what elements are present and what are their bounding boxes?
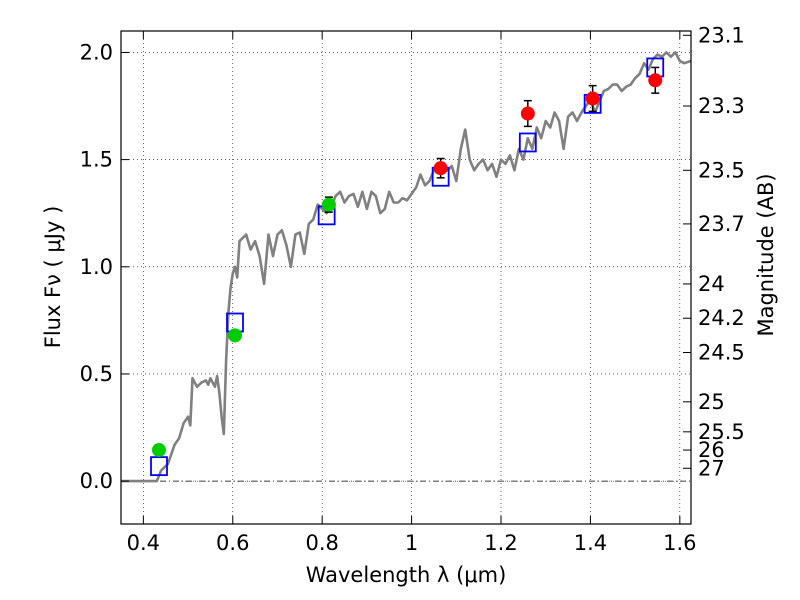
grid xyxy=(121,31,691,524)
y-tick-label: 1.0 xyxy=(80,255,113,279)
magnitude-tick-label: 24 xyxy=(698,272,725,296)
x-tick-label: 0.8 xyxy=(305,531,338,555)
y-tick-label: 2.0 xyxy=(80,40,113,64)
plot-area xyxy=(121,51,692,483)
axes-ticks: 0.4 0.6 0.8 1 1.2 1.4 1.6 0.0 0.5 1.0 1.5 2.0 23.1 23… xyxy=(80,23,745,555)
observed-point xyxy=(321,197,336,212)
observed-point xyxy=(648,73,663,88)
magnitude-tick-label: 25 xyxy=(698,390,725,414)
x-tick-label: 1.6 xyxy=(663,531,696,555)
magnitude-tick-label: 24.5 xyxy=(698,341,745,365)
observed-point xyxy=(228,328,242,343)
x-tick-label: 0.6 xyxy=(216,531,249,555)
magnitude-tick-label: 27 xyxy=(698,456,725,480)
x-tick-label: 0.4 xyxy=(127,531,160,555)
observed-point xyxy=(585,91,600,106)
x-tick-label: 1.2 xyxy=(484,531,517,555)
magnitude-tick-label: 23.5 xyxy=(698,158,745,182)
y-tick-label: 0.0 xyxy=(80,469,113,493)
observed-point xyxy=(433,161,448,176)
magnitude-tick-label: 23.3 xyxy=(698,94,745,118)
y-tick-label: 0.5 xyxy=(80,362,113,386)
x-tick-label: 1 xyxy=(405,531,418,555)
axes-frame xyxy=(120,30,692,525)
magnitude-tick-label: 23.7 xyxy=(698,212,745,236)
model-photometry-square xyxy=(150,456,168,477)
magnitude-tick-label: 23.1 xyxy=(698,23,745,47)
y-axis-right-label: Magnitude (AB) xyxy=(754,173,778,336)
magnitude-tick-label: 24.2 xyxy=(698,306,745,330)
x-tick-label: 1.4 xyxy=(574,531,607,555)
spectrum-line xyxy=(121,51,692,483)
x-axis-label: Wavelength λ (μm) xyxy=(306,563,507,587)
magnitude-tick-label: 25.5 xyxy=(698,420,745,444)
observed-point xyxy=(152,443,166,458)
observed-point xyxy=(520,106,535,121)
y-tick-label: 1.5 xyxy=(80,148,113,172)
magnitude-tick-label: 26 xyxy=(698,438,725,462)
y-axis-label: Flux Fν ( μJy ) xyxy=(41,206,65,349)
model-photometry-square xyxy=(518,132,537,153)
